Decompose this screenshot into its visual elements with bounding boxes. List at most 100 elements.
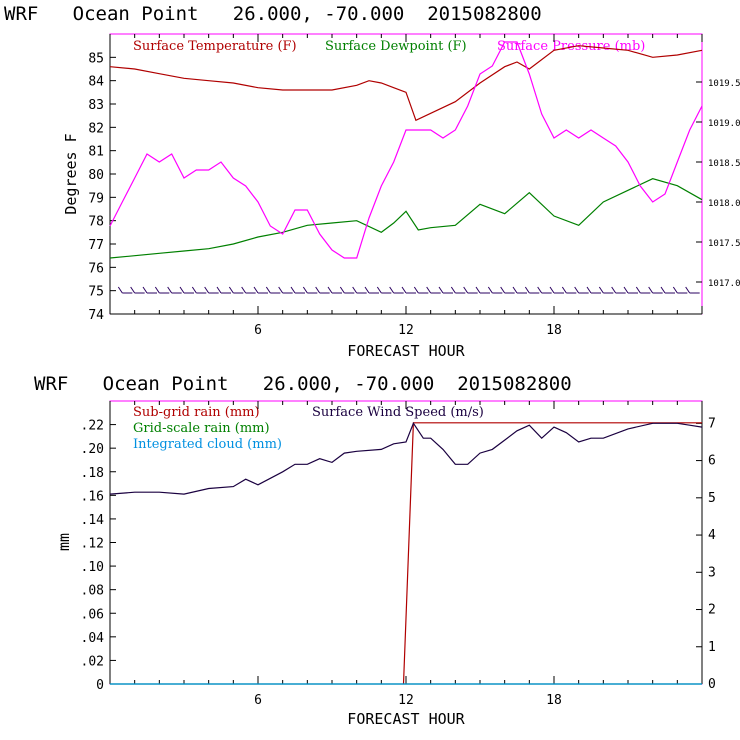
y-tick-label: .16 <box>81 489 104 504</box>
x-tick-label: 6 <box>254 693 262 708</box>
y-tick-label: .10 <box>81 560 104 575</box>
wind-barb-flag <box>389 286 395 294</box>
wind-barb-flag <box>302 286 308 294</box>
wind-barb-flag <box>537 286 543 294</box>
y-tick-label: 77 <box>88 238 104 253</box>
y2-tick-label: 1 <box>708 640 716 655</box>
y2-tick-label: 1017.5 <box>708 239 740 249</box>
y-tick-label: 76 <box>88 261 104 276</box>
wind-barb-flag <box>315 286 321 294</box>
y2-tick-label: 1018.0 <box>708 199 740 209</box>
chart-title-2: WRF Ocean Point 26.000, -70.000 20150828… <box>34 373 572 395</box>
y-tick-label: .08 <box>81 584 104 599</box>
y-tick-label: 80 <box>88 168 104 183</box>
surface-wind-speed-m-s-line <box>109 422 703 495</box>
wind-barb-flag <box>438 286 444 294</box>
wind-barb-flag <box>364 286 370 294</box>
wind-barb-flag <box>327 286 333 294</box>
y2-tick-label: 6 <box>708 454 716 469</box>
wind-barb-flag <box>586 286 592 294</box>
legend-temperature: Surface Temperature (F) <box>133 39 297 54</box>
wind-barb-flag <box>635 286 641 294</box>
wind-barb-flag <box>228 286 234 294</box>
legend-dewpoint: Surface Dewpoint (F) <box>325 39 467 54</box>
wind-barb-flag <box>487 286 493 294</box>
wind-barb-flag <box>672 286 678 294</box>
x-tick-label: 12 <box>398 323 414 338</box>
temperature-panel: WRF Ocean Point 26.000, -70.000 20150828… <box>4 3 740 360</box>
legend-integrated-cloud: Integrated cloud (mm) <box>133 437 282 452</box>
wind-barb-flag <box>117 286 123 294</box>
y2-tick-label: 3 <box>708 565 716 580</box>
wind-barb-flag <box>549 286 555 294</box>
y2-tick-label: 7 <box>708 416 716 431</box>
y-tick-label: 84 <box>88 75 104 90</box>
y-tick-label: .22 <box>81 419 104 434</box>
wind-barb-flag <box>191 286 197 294</box>
y-tick-label: 83 <box>88 98 104 113</box>
y2-tick-label: 2 <box>708 603 716 618</box>
wind-barb-flag <box>512 286 518 294</box>
wind-barb-flag <box>204 286 210 294</box>
wind-barb-flag <box>253 286 259 294</box>
y-tick-label: .04 <box>81 631 105 646</box>
y-tick-label: 82 <box>88 121 104 136</box>
y-tick-label: 75 <box>88 285 104 300</box>
wind-barb-flag <box>290 286 296 294</box>
x-tick-label: 12 <box>398 693 414 708</box>
y2-tick-label: 5 <box>708 491 716 506</box>
y-tick-label: .02 <box>81 654 104 669</box>
y2-tick-label: 4 <box>708 528 716 543</box>
wind-barb-flag <box>623 286 629 294</box>
chart-title: WRF Ocean Point 26.000, -70.000 20150828… <box>4 3 542 25</box>
wind-barb-flag <box>130 286 136 294</box>
wind-barb-flag <box>574 286 580 294</box>
wind-barb-flag <box>598 286 604 294</box>
wind-barb-flag <box>426 286 432 294</box>
wind-barb-flag <box>339 286 345 294</box>
wind-barb-flag <box>179 286 185 294</box>
surface-dewpoint-f-line <box>109 178 703 259</box>
wind-barb-flag <box>142 286 148 294</box>
y-tick-label: 79 <box>88 191 104 206</box>
y-tick-label: 81 <box>88 145 104 160</box>
x-tick-label: 18 <box>546 323 562 338</box>
y2-tick-label: 1019.5 <box>708 79 740 89</box>
surface-temperature-f-line <box>109 45 703 122</box>
precipitation-panel: WRF Ocean Point 26.000, -70.000 20150828… <box>34 373 716 728</box>
wind-barb-flag <box>561 286 567 294</box>
y2-tick-label: 1018.5 <box>708 159 740 169</box>
y2-tick-label: 1017.0 <box>708 279 740 289</box>
y-tick-label: 78 <box>88 215 104 230</box>
x-tick-label: 6 <box>254 323 262 338</box>
wind-barb-flag <box>660 286 666 294</box>
y-tick-label: .12 <box>81 537 104 552</box>
wind-barb-flag <box>648 286 654 294</box>
x-axis-label-2: FORECAST HOUR <box>347 710 465 728</box>
y2-tick-label: 0 <box>708 677 716 692</box>
x-tick-label: 18 <box>546 693 562 708</box>
sub-grid-rain-mm-line <box>402 422 702 685</box>
y-tick-label: 74 <box>88 308 104 323</box>
wind-barb-flag <box>685 286 691 294</box>
y2-tick-label: 1019.0 <box>708 119 740 129</box>
wind-barb-flag <box>265 286 271 294</box>
wind-barb-flag <box>376 286 382 294</box>
wind-barb-flag <box>450 286 456 294</box>
y-axis-label: Degrees F <box>62 133 80 214</box>
wind-barb-flag <box>401 286 407 294</box>
surface-pressure-mb-line <box>109 41 703 259</box>
wind-barb-flag <box>413 286 419 294</box>
y-tick-label: 85 <box>88 51 104 66</box>
legend-subgrid-rain: Sub-grid rain (mm) <box>133 405 260 420</box>
wind-barb-flag <box>524 286 530 294</box>
y-tick-label: .18 <box>81 466 104 481</box>
wind-barb-flag <box>241 286 247 294</box>
y-tick-label: .06 <box>81 607 104 622</box>
y-tick-label: .14 <box>81 513 105 528</box>
y-tick-label: 0 <box>96 678 104 693</box>
y-tick-label: .20 <box>81 442 104 457</box>
wind-barb-flag <box>278 286 284 294</box>
wind-barb-flag <box>216 286 222 294</box>
